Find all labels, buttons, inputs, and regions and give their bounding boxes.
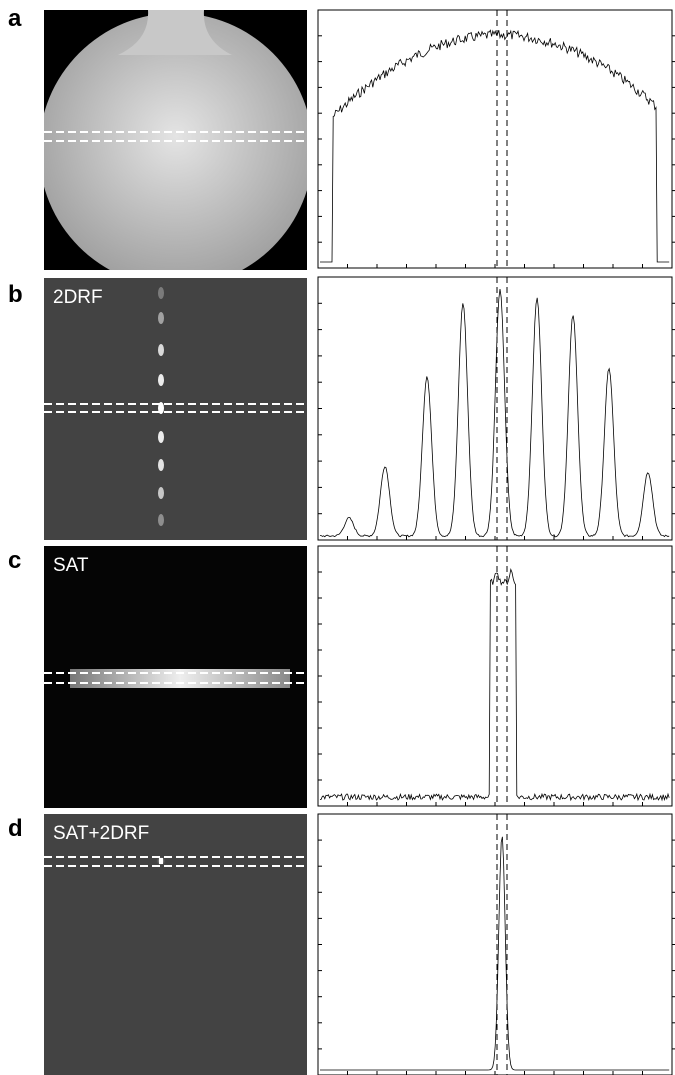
profile-plot: [317, 545, 675, 807]
panel-label: c: [8, 547, 21, 574]
panel-label: b: [8, 281, 23, 308]
panel-label: d: [8, 815, 23, 842]
echo-dot: [158, 487, 164, 499]
echo-dot: [158, 514, 164, 526]
echo-dot: [158, 459, 164, 471]
echo-dot: [158, 374, 164, 386]
profile-curve: [319, 567, 670, 802]
echo-dot: [158, 312, 164, 324]
panel-title: 2DRF: [53, 287, 103, 308]
profile-curve: [319, 289, 670, 538]
image-a: [44, 10, 307, 270]
plot-frame: [317, 545, 673, 807]
echo-dot: [158, 287, 164, 299]
plot-frame: [317, 813, 673, 1075]
image-c: [44, 546, 307, 808]
plot-frame: [317, 9, 673, 269]
profile-curve: [320, 836, 670, 1071]
profile-plot: [317, 276, 675, 541]
profile-plot: [317, 9, 675, 269]
profile-curve: [320, 29, 670, 263]
panel-title: SAT+2DRF: [53, 823, 149, 844]
panel-label: a: [8, 5, 22, 32]
image-d: [44, 814, 307, 1075]
echo-dot: [158, 344, 164, 356]
profile-plot: [317, 813, 675, 1075]
echo-dot: [158, 431, 164, 443]
panel-title: SAT: [53, 555, 89, 576]
image-b: [44, 278, 307, 540]
